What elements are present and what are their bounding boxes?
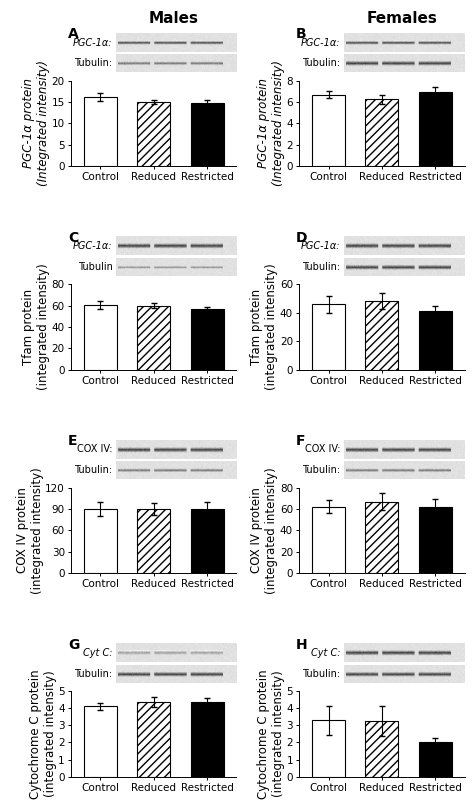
Bar <box>191 509 224 573</box>
Text: Females: Females <box>366 11 437 26</box>
Bar <box>137 306 170 370</box>
Y-axis label: COX IV protein
(integrated intensity): COX IV protein (integrated intensity) <box>16 467 44 594</box>
Bar <box>312 507 345 573</box>
Y-axis label: Tfam protein
(integrated intensity): Tfam protein (integrated intensity) <box>250 264 278 390</box>
Bar <box>84 305 117 370</box>
Bar <box>137 509 170 573</box>
Text: Tubulin:: Tubulin: <box>74 465 112 475</box>
Text: B: B <box>296 28 307 41</box>
Bar <box>84 706 117 777</box>
Bar <box>191 309 224 370</box>
Bar <box>84 97 117 166</box>
Text: PGC-1α:: PGC-1α: <box>73 37 112 48</box>
Text: Tubulin:: Tubulin: <box>302 465 340 475</box>
Text: G: G <box>68 637 79 652</box>
Text: PGC-1α:: PGC-1α: <box>301 241 340 251</box>
Bar <box>419 743 452 777</box>
Text: E: E <box>68 434 77 448</box>
Text: A: A <box>68 28 79 41</box>
Text: Tubulin: Tubulin <box>78 262 112 272</box>
Bar <box>419 311 452 370</box>
Text: C: C <box>68 231 78 245</box>
Bar <box>365 502 399 573</box>
Bar <box>419 92 452 166</box>
Bar <box>191 103 224 166</box>
Text: Tubulin:: Tubulin: <box>302 262 340 272</box>
Bar <box>137 702 170 777</box>
Text: Tubulin:: Tubulin: <box>302 669 340 679</box>
Text: COX IV:: COX IV: <box>77 444 112 455</box>
Bar <box>365 100 399 166</box>
Text: Cyt C:: Cyt C: <box>83 648 112 658</box>
Y-axis label: PGC-1α protein
(Integrated intensity): PGC-1α protein (Integrated intensity) <box>257 61 285 186</box>
Text: PGC-1α:: PGC-1α: <box>301 37 340 48</box>
Text: Cyt C:: Cyt C: <box>311 648 340 658</box>
Text: F: F <box>296 434 305 448</box>
Bar <box>84 509 117 573</box>
Bar <box>312 720 345 777</box>
Bar <box>365 301 399 370</box>
Text: D: D <box>296 231 308 245</box>
Text: Tubulin:: Tubulin: <box>74 669 112 679</box>
Text: H: H <box>296 637 308 652</box>
Y-axis label: PGC-1α protein
(Integrated intensity): PGC-1α protein (Integrated intensity) <box>22 61 50 186</box>
Y-axis label: Cytochrome C protein
(integrated intensity): Cytochrome C protein (integrated intensi… <box>29 669 57 798</box>
Text: PGC-1α:: PGC-1α: <box>73 241 112 251</box>
Bar <box>312 304 345 370</box>
Y-axis label: COX IV protein
(integrated intensity): COX IV protein (integrated intensity) <box>250 467 278 594</box>
Bar <box>312 95 345 166</box>
Bar <box>419 507 452 573</box>
Bar <box>137 102 170 166</box>
Text: Males: Males <box>148 11 199 26</box>
Text: Tubulin:: Tubulin: <box>74 58 112 68</box>
Bar <box>365 721 399 777</box>
Bar <box>191 702 224 777</box>
Text: COX IV:: COX IV: <box>305 444 340 455</box>
Y-axis label: Tfam protein
(integrated intensity): Tfam protein (integrated intensity) <box>22 264 50 390</box>
Y-axis label: Cytochrome C protein
(integrated intensity): Cytochrome C protein (integrated intensi… <box>257 669 285 798</box>
Text: Tubulin:: Tubulin: <box>302 58 340 68</box>
